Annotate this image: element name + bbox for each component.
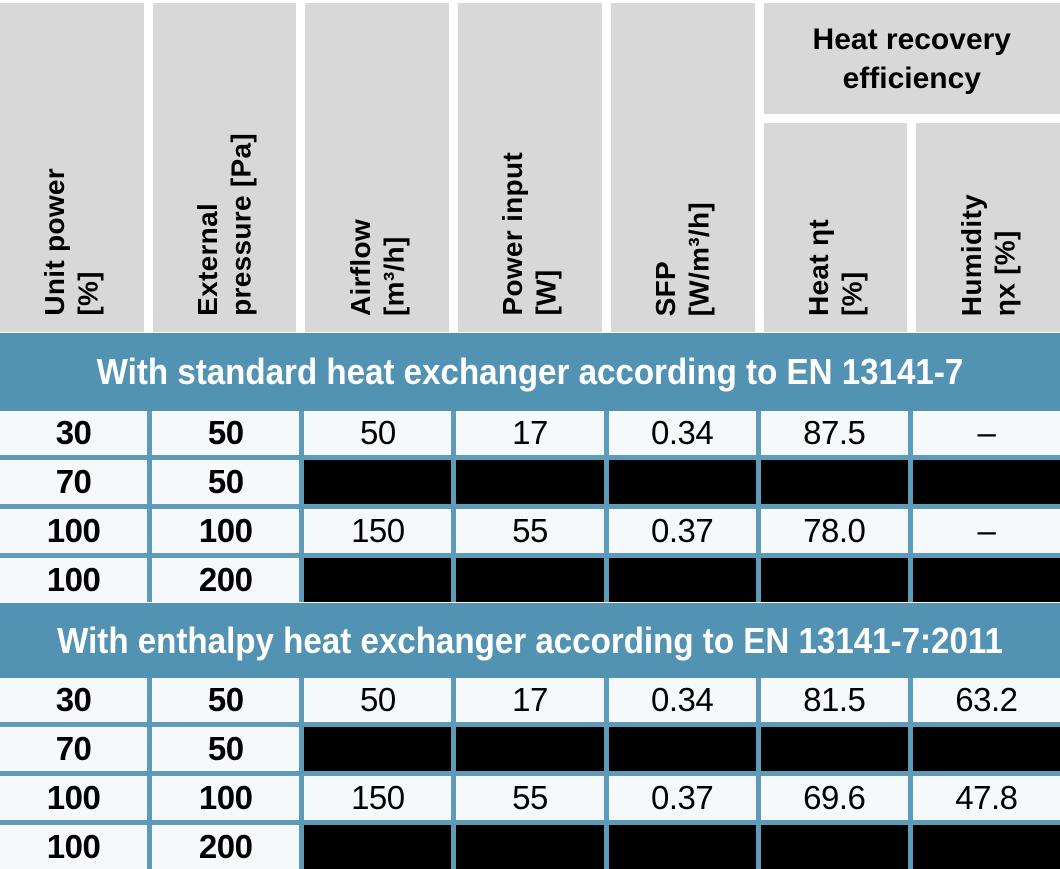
cell-sfp: 0.37 [608,509,756,553]
cell-heat-efficiency: 69.6 [760,776,908,820]
table-row: 30 50 50 17 0.34 81.5 63.2 [0,678,1060,722]
col-header-power-input: Power input [W] [458,3,602,332]
cell-external-pressure: 50 [152,678,300,722]
cell-humidity-efficiency: – [912,411,1060,455]
col-header-unit-power-label: Unit power [%] [39,168,104,316]
cell-external-pressure: 100 [152,776,300,820]
cell-unit-power: 100 [0,825,148,869]
cell-external-pressure: 200 [152,558,300,602]
table-row: 100 100 150 55 0.37 78.0 – [0,509,1060,553]
section-header-enthalpy-exchanger: With enthalpy heat exchanger according t… [0,602,1060,678]
col-group-heat-recovery-efficiency-label: Heat recovery efficiency [812,22,1011,95]
table-row: 30 50 50 17 0.34 87.5 – [0,411,1060,455]
cell-sfp: 0.34 [608,678,756,722]
table-row: 100 100 150 55 0.37 69.6 47.8 [0,776,1060,820]
redacted-cell [760,727,908,771]
cell-unit-power: 30 [0,411,148,455]
cell-unit-power: 100 [0,558,148,602]
col-header-external-pressure: External pressure [Pa] [152,3,297,332]
col-header-humidity-efficiency-label: Humidity ηx [%] [955,193,1021,316]
redacted-cell [912,727,1060,771]
redacted-cell [608,460,756,504]
redacted-cell [760,825,908,869]
cell-power-input: 17 [456,678,604,722]
redacted-cell [912,558,1060,602]
redacted-cell [456,460,604,504]
cell-airflow: 150 [304,776,452,820]
col-header-heat-efficiency-label: Heat ηt [%] [802,219,868,316]
table-row: 100 200 [0,825,1060,869]
col-group-heat-recovery-efficiency: Heat recovery efficiency [763,3,1060,114]
redacted-cell [760,558,908,602]
table-row: 70 50 [0,460,1060,504]
redacted-cell [456,825,604,869]
cell-unit-power: 70 [0,460,148,504]
col-header-unit-power: Unit power [%] [0,3,144,332]
cell-heat-efficiency: 87.5 [760,411,908,455]
redacted-cell [912,825,1060,869]
table-row: 70 50 [0,727,1060,771]
cell-humidity-efficiency: – [912,509,1060,553]
cell-sfp: 0.34 [608,411,756,455]
cell-power-input: 55 [456,509,604,553]
cell-sfp: 0.37 [608,776,756,820]
redacted-cell [304,460,452,504]
cell-airflow: 50 [304,678,452,722]
col-header-heat-efficiency: Heat ηt [%] [763,123,908,332]
cell-external-pressure: 50 [152,460,300,504]
cell-power-input: 17 [456,411,604,455]
cell-power-input: 55 [456,776,604,820]
cell-airflow: 150 [304,509,452,553]
redacted-cell [456,727,604,771]
col-header-sfp-label: SFP [W/m³/h] [650,201,715,316]
col-header-sfp: SFP [W/m³/h] [610,3,755,332]
redacted-cell [304,825,452,869]
cell-external-pressure: 100 [152,509,300,553]
cell-heat-efficiency: 81.5 [760,678,908,722]
cell-unit-power: 70 [0,727,148,771]
col-header-external-pressure-label: External pressure [Pa] [191,133,257,316]
redacted-cell [608,558,756,602]
cell-humidity-efficiency: 47.8 [912,776,1060,820]
col-header-airflow-label: Airflow [m³/h] [344,219,410,316]
section-standard-rows: 30 50 50 17 0.34 87.5 – 70 50 100 100 15… [0,411,1060,602]
redacted-cell [456,558,604,602]
redacted-cell [912,460,1060,504]
redacted-cell [304,727,452,771]
cell-external-pressure: 50 [152,411,300,455]
col-header-humidity-efficiency: Humidity ηx [%] [916,123,1060,332]
col-header-power-input-label: Power input [W] [497,152,562,316]
col-header-airflow: Airflow [m³/h] [305,3,450,332]
cell-unit-power: 100 [0,776,148,820]
redacted-cell [608,727,756,771]
cell-heat-efficiency: 78.0 [760,509,908,553]
redacted-cell [760,460,908,504]
cell-humidity-efficiency: 63.2 [912,678,1060,722]
cell-external-pressure: 200 [152,825,300,869]
cell-unit-power: 100 [0,509,148,553]
cell-unit-power: 30 [0,678,148,722]
cell-external-pressure: 50 [152,727,300,771]
section-header-enthalpy-exchanger-label: With enthalpy heat exchanger according t… [57,619,1003,661]
section-header-standard-exchanger-label: With standard heat exchanger according t… [96,351,964,392]
section-enthalpy-rows: 30 50 50 17 0.34 81.5 63.2 70 50 100 100… [0,678,1060,869]
table-header: Unit power [%] External pressure [Pa] Ai… [0,0,1060,332]
redacted-cell [304,558,452,602]
redacted-cell [608,825,756,869]
cell-airflow: 50 [304,411,452,455]
table-row: 100 200 [0,558,1060,602]
section-header-standard-exchanger: With standard heat exchanger according t… [0,332,1060,411]
